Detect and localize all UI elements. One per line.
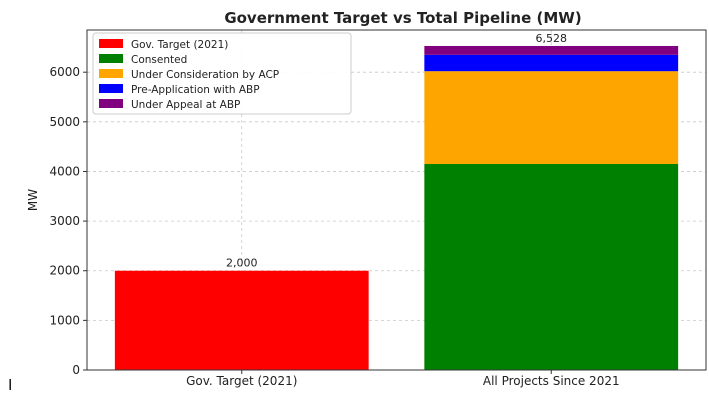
data-labels: 2,000 6,528 [226, 32, 567, 270]
bar-segment [114, 270, 369, 370]
legend-swatch [99, 39, 123, 48]
bar-segment [424, 164, 679, 370]
y-tick-label: 5000 [49, 115, 80, 129]
legend-label: Under Appeal at ABP [131, 99, 240, 111]
legend-swatch [99, 69, 123, 78]
legend-box [92, 32, 352, 115]
y-tick-label: 0 [72, 363, 80, 377]
y-tick-label: 4000 [49, 164, 80, 178]
legend: Gov. Target (2021) Consented Under Conside… [92, 32, 352, 115]
legend-swatch [99, 99, 123, 108]
y-axis-label: MW [26, 189, 40, 211]
x-tick-label: All Projects Since 2021 [483, 374, 620, 388]
legend-swatch [99, 84, 123, 93]
y-tick-label: 3000 [49, 214, 80, 228]
legend-label: Pre-Application with ABP [131, 84, 260, 96]
plot-frame [86, 29, 707, 371]
legend-label: Consented [131, 54, 187, 66]
bar-total-label: 6,528 [536, 32, 568, 45]
axes: 0 1000 2000 3000 4000 5000 6000 Gov. Target (20… [49, 29, 707, 388]
legend-label: Under Consideration by ACP [131, 69, 279, 81]
stray-cursor-glyph: I [8, 376, 13, 394]
chart-title: Government Target vs Total Pipeline (MW) [224, 9, 581, 27]
x-tick-label: Gov. Target (2021) [186, 374, 297, 388]
bar-total-label: 2,000 [226, 257, 258, 270]
legend-swatch [99, 54, 123, 63]
bar-segment [424, 71, 679, 165]
y-tick-label: 1000 [49, 313, 80, 327]
legend-label: Gov. Target (2021) [131, 39, 228, 51]
bar-segment [424, 54, 679, 72]
bar-segment [424, 45, 679, 55]
y-tick-label: 2000 [49, 264, 80, 278]
y-tick-label: 6000 [49, 65, 80, 79]
bars [114, 45, 679, 370]
